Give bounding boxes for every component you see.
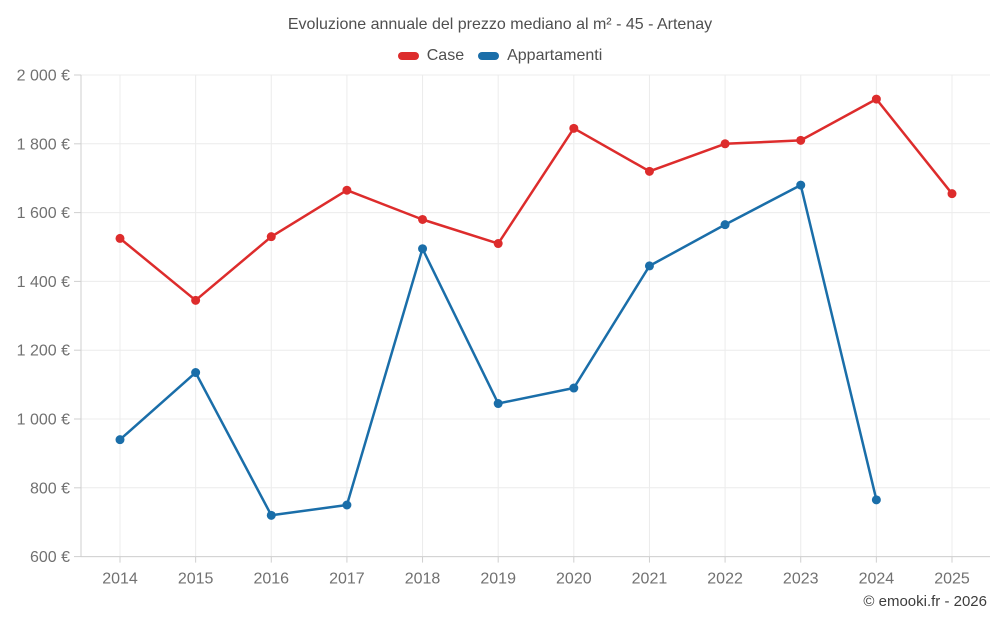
x-axis-label: 2025 [934, 571, 970, 588]
data-point-appartamenti [342, 501, 351, 510]
y-axis-label: 1 000 € [17, 412, 70, 429]
data-point-case [645, 167, 654, 176]
y-axis-label: 1 800 € [17, 136, 70, 153]
y-axis-label: 600 € [30, 549, 70, 566]
data-point-case [872, 95, 881, 104]
x-axis-label: 2022 [707, 571, 743, 588]
series-line-case [120, 99, 952, 300]
x-axis-label: 2023 [783, 571, 819, 588]
y-axis-label: 1 400 € [17, 274, 70, 291]
x-axis-label: 2018 [405, 571, 441, 588]
data-point-appartamenti [569, 384, 578, 393]
y-axis-label: 1 600 € [17, 205, 70, 222]
data-point-appartamenti [191, 368, 200, 377]
data-point-case [721, 139, 730, 148]
data-point-appartamenti [116, 435, 125, 444]
x-axis-label: 2024 [859, 571, 895, 588]
data-point-appartamenti [721, 220, 730, 229]
data-point-case [494, 239, 503, 248]
x-axis-label: 2015 [178, 571, 214, 588]
y-axis-label: 1 200 € [17, 343, 70, 360]
data-point-case [191, 296, 200, 305]
x-axis-label: 2019 [480, 571, 516, 588]
x-axis-label: 2017 [329, 571, 365, 588]
y-axis-label: 2 000 € [17, 68, 70, 85]
data-point-appartamenti [494, 399, 503, 408]
data-point-appartamenti [796, 181, 805, 190]
data-point-case [116, 234, 125, 243]
data-point-appartamenti [872, 495, 881, 504]
x-axis-label: 2016 [253, 571, 289, 588]
data-point-case [796, 136, 805, 145]
data-point-case [267, 232, 276, 241]
data-point-case [948, 189, 957, 198]
footer-credit: © emooki.fr - 2026 [863, 593, 987, 610]
chart-page: Evoluzione annuale del prezzo mediano al… [0, 0, 1000, 625]
x-axis-label: 2021 [632, 571, 668, 588]
y-axis-label: 800 € [30, 480, 70, 497]
data-point-case [569, 124, 578, 133]
data-point-case [342, 186, 351, 195]
price-evolution-chart: 600 € 800 € 1 000 € 1 200 € 1 400 € 1 600 € 1 … [0, 0, 1000, 625]
data-point-appartamenti [418, 244, 427, 253]
x-axis-label: 2014 [102, 571, 138, 588]
data-point-case [418, 215, 427, 224]
data-point-appartamenti [267, 511, 276, 520]
x-axis-label: 2020 [556, 571, 592, 588]
data-point-appartamenti [645, 261, 654, 270]
